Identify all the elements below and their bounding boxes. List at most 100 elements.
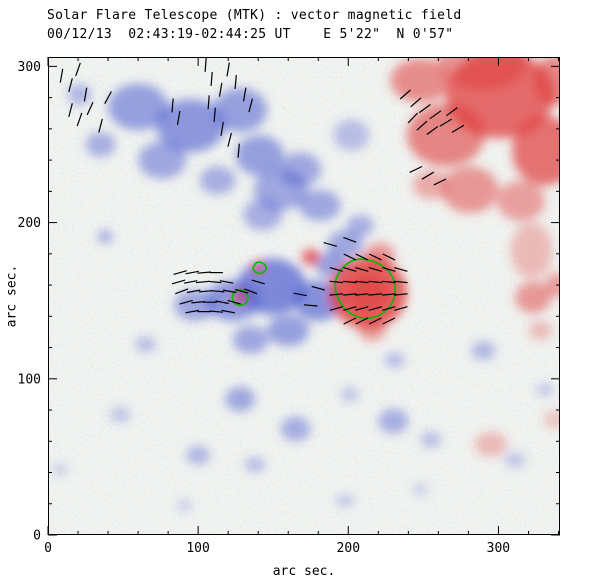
field-vector (251, 279, 265, 285)
negative-polarity-blob (420, 431, 442, 448)
polarity-blobs-layer (52, 57, 560, 512)
field-vector (368, 280, 383, 284)
positive-polarity-blob (358, 319, 386, 342)
negative-polarity-blob (156, 99, 226, 153)
field-vector (213, 107, 216, 122)
field-vector (76, 112, 83, 127)
field-vector (355, 267, 369, 272)
positive-polarity-blob (528, 321, 553, 340)
field-vector (210, 71, 213, 86)
positive-polarity-blob (515, 282, 551, 314)
positive-polarity-blob (390, 58, 451, 103)
negative-polarity-blob (186, 445, 211, 465)
field-vector (355, 317, 369, 325)
negative-polarity-blob (85, 132, 116, 157)
field-vector (209, 310, 223, 313)
field-vector (104, 91, 112, 104)
field-vector (368, 267, 382, 272)
x-tick-label: 0 (44, 541, 52, 556)
negative-polarity-blob (378, 408, 409, 434)
field-vector (220, 121, 224, 136)
y-tick-label: 100 (18, 372, 41, 387)
negative-polarity-blob (109, 406, 131, 423)
field-vector (204, 57, 207, 72)
field-vector (176, 110, 181, 125)
field-vector (329, 293, 344, 296)
negative-polarity-blob (384, 352, 406, 368)
positive-polarity-blob (406, 103, 485, 167)
negative-polarity-blob (471, 341, 496, 361)
field-vector (418, 104, 431, 114)
field-vector (368, 253, 382, 261)
positive-polarity-blob (534, 57, 560, 106)
negative-polarity-blob (213, 88, 268, 132)
positive-polarity-blob (512, 116, 560, 186)
negative-polarity-blob (280, 416, 311, 442)
field-vector (355, 293, 369, 296)
field-vector (59, 68, 64, 83)
field-vector (215, 300, 229, 305)
field-vector (382, 317, 396, 325)
field-vector (323, 242, 337, 247)
plot-subtitle: 00/12/13 02:43:19-02:44:25 UT E 5'22" N … (47, 27, 454, 42)
x-tick-label: 100 (186, 541, 209, 556)
negative-polarity-blob (225, 386, 256, 412)
positive-polarity-blob (441, 166, 499, 214)
field-vector (399, 89, 411, 100)
field-vector (329, 267, 343, 272)
x-tick-label: 200 (337, 541, 360, 556)
field-vector (198, 290, 213, 293)
negative-polarity-blob (67, 83, 92, 106)
field-vector (197, 271, 211, 274)
negative-polarity-blob (177, 499, 193, 512)
field-vector (207, 95, 210, 110)
y-axis-label: arc sec. (4, 264, 20, 328)
field-vector (433, 178, 447, 186)
negative-polarity-blob (135, 336, 157, 353)
field-vector (68, 78, 73, 93)
field-vector (382, 253, 396, 261)
negative-polarity-blob (235, 135, 284, 176)
field-vector (179, 299, 193, 305)
field-vector (451, 124, 465, 133)
positive-polarity-blob (438, 57, 529, 90)
x-axis-label: arc sec. (272, 564, 336, 579)
positive-polarity-blob (545, 272, 560, 298)
field-vector (343, 236, 357, 243)
negative-polarity-blob (327, 230, 364, 259)
positive-polarity-blob (510, 222, 553, 279)
negative-polarity-blob (336, 494, 355, 507)
field-vector (171, 279, 186, 285)
positive-polarity-blob (232, 291, 248, 304)
field-vector (368, 293, 383, 296)
field-vector (185, 270, 199, 275)
positive-polarity-blob (474, 431, 508, 457)
field-vector (303, 304, 318, 307)
field-vector (83, 87, 88, 102)
negative-polarity-blob (244, 456, 266, 473)
field-vector (248, 98, 253, 113)
field-vector (407, 112, 419, 124)
field-vector (185, 309, 199, 314)
field-vector (227, 132, 232, 147)
field-vector (343, 280, 357, 284)
field-vector (235, 288, 249, 294)
field-vector (421, 171, 435, 180)
positive-polarity-blob (543, 410, 560, 429)
field-vector (410, 97, 422, 108)
field-vector (329, 280, 344, 284)
x-tick-label: 300 (487, 541, 510, 556)
negative-polarity-blob (108, 83, 169, 131)
negative-polarity-blob (52, 463, 68, 476)
positive-polarity-blob (346, 274, 389, 312)
field-vector (329, 306, 343, 311)
field-vector (446, 107, 458, 117)
field-vector (343, 306, 357, 311)
field-vector (242, 87, 247, 102)
field-vector (173, 270, 187, 275)
positive-polarity-blob (412, 171, 449, 200)
field-vector (439, 118, 453, 127)
negative-polarity-blob (267, 314, 310, 346)
